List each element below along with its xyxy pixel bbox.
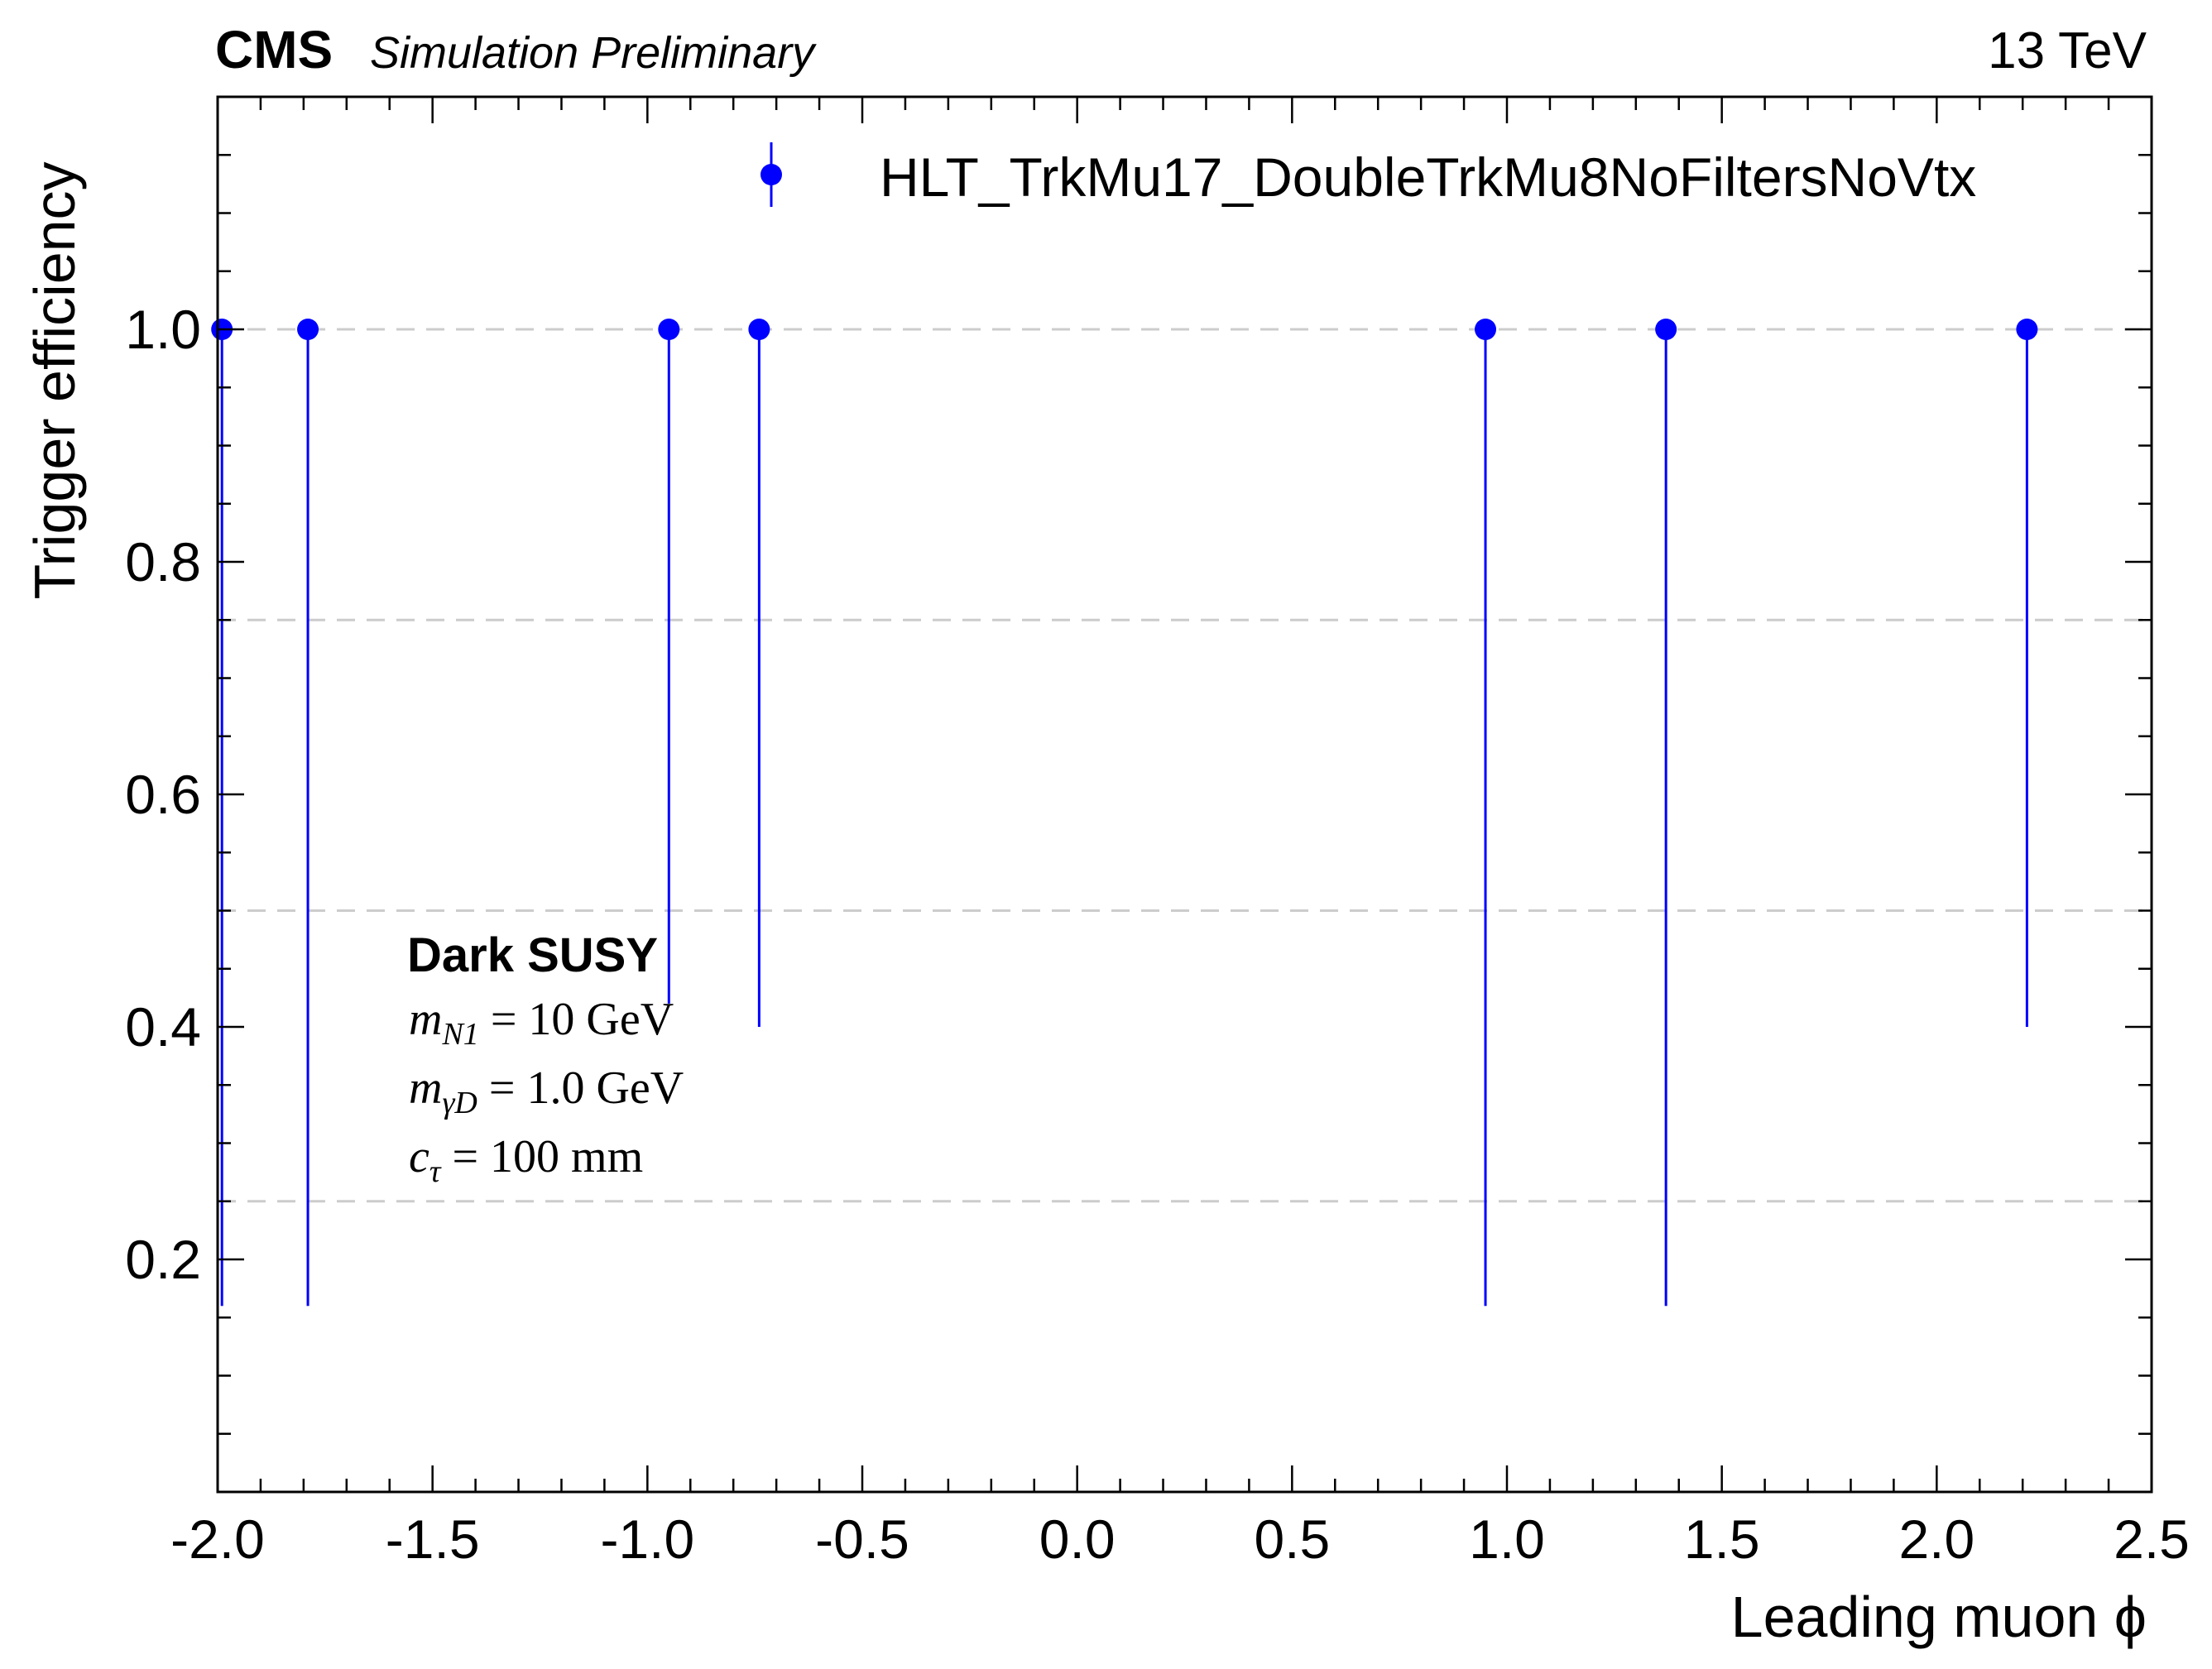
x-tick-label-9: 2.5 xyxy=(2114,1508,2190,1570)
annotation-mass-n1-value: = 10 GeV xyxy=(479,994,674,1045)
annotation-ctau-symbol: c xyxy=(409,1131,429,1182)
y-tick-label-4: 1.0 xyxy=(125,299,201,360)
data-point-6 xyxy=(2016,319,2038,340)
data-point-4 xyxy=(1475,319,1497,340)
x-tick-label-7: 1.5 xyxy=(1684,1508,1760,1570)
axis-ticks: -2.0 -1.5 -1.0 -0.5 0.0 0.5 1.0 1.5 2.0 2.5 0.2 0.4… xyxy=(125,97,2190,1570)
y-tick-label-3: 0.8 xyxy=(125,531,201,592)
x-tick-label-3: -0.5 xyxy=(815,1508,909,1570)
simulation-preliminary-label: Simulation Preliminary xyxy=(370,28,817,78)
y-tick-label-1: 0.4 xyxy=(125,996,201,1058)
x-tick-label-4: 0.0 xyxy=(1039,1508,1116,1570)
data-marks xyxy=(211,319,2038,1307)
x-tick-label-0: -2.0 xyxy=(170,1508,265,1570)
annotation-mass-gammad-symbol: m xyxy=(409,1062,442,1114)
x-tick-label-6: 1.0 xyxy=(1469,1508,1545,1570)
annotation-title: Dark SUSY xyxy=(407,928,658,982)
annotation-ctau-value: = 100 mm xyxy=(440,1131,643,1182)
annotation-mass-n1-symbol: m xyxy=(409,994,442,1045)
annotation-ctau-sub: τ xyxy=(429,1154,442,1189)
plot-frame xyxy=(216,95,2153,1494)
y-tick-label-0: 0.2 xyxy=(125,1229,201,1290)
y-tick-label-2: 0.6 xyxy=(125,764,201,825)
grid-lines xyxy=(218,328,2152,1203)
annotation-mass-n1: mN1 = 10 GeV xyxy=(409,994,674,1052)
data-point-3 xyxy=(748,319,770,340)
data-point-2 xyxy=(658,319,680,340)
legend-label: HLT_TrkMu17_DoubleTrkMu8NoFiltersNoVtx xyxy=(880,146,1976,208)
data-point-5 xyxy=(1655,319,1677,340)
annotation-mass-n1-sub: N1 xyxy=(441,1017,478,1052)
x-tick-label-8: 2.0 xyxy=(1898,1508,1974,1570)
legend-marker xyxy=(761,164,782,185)
energy-label: 13 TeV xyxy=(1988,22,2147,79)
y-axis-label: Trigger efficiency xyxy=(22,161,87,599)
legend: HLT_TrkMu17_DoubleTrkMu8NoFiltersNoVtx xyxy=(761,142,1976,208)
annotation-mass-gammad-sub: γD xyxy=(442,1086,477,1120)
x-axis-label: Leading muon ϕ xyxy=(1731,1585,2147,1649)
annotation-ctau: cτ = 100 mm xyxy=(409,1131,643,1189)
annotation-mass-gammad-value: = 1.0 GeV xyxy=(477,1062,684,1114)
x-tick-label-2: -1.0 xyxy=(600,1508,694,1570)
annotation-mass-gammad: mγD = 1.0 GeV xyxy=(409,1062,684,1120)
cms-label: CMS xyxy=(215,20,333,79)
signal-annotation: Dark SUSY mN1 = 10 GeV mγD = 1.0 GeV cτ … xyxy=(407,928,684,1189)
x-tick-label-5: 0.5 xyxy=(1254,1508,1330,1570)
data-point-1 xyxy=(297,319,319,340)
x-tick-label-1: -1.5 xyxy=(386,1508,480,1570)
